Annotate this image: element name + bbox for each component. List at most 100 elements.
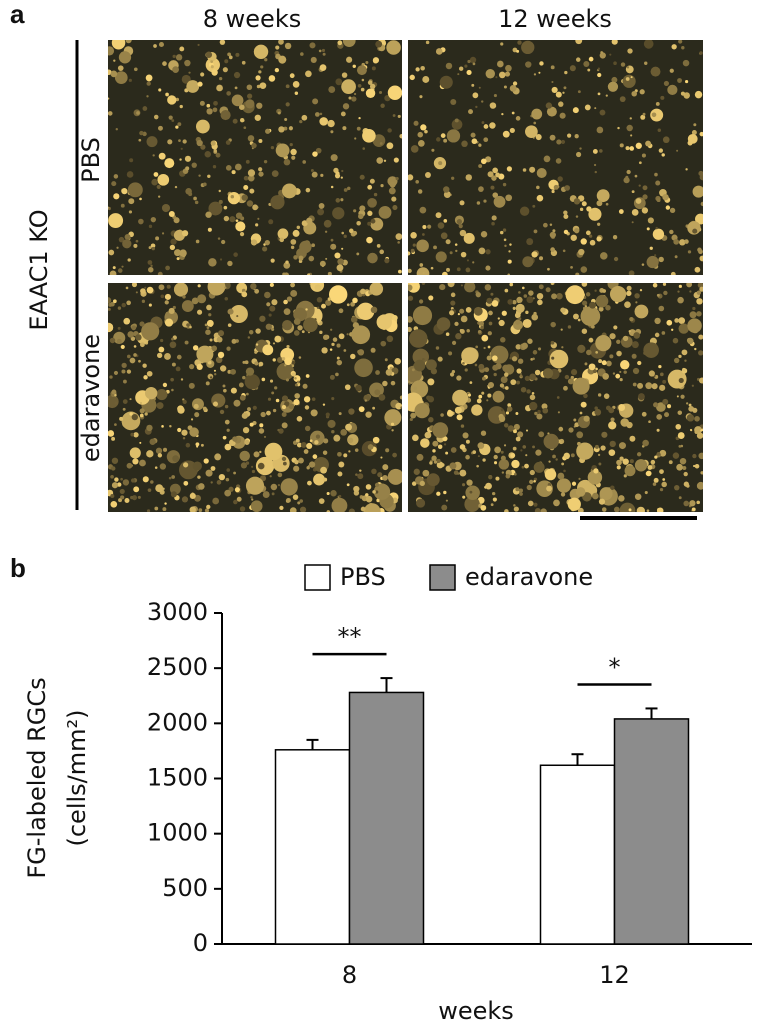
cell: [613, 325, 618, 330]
cell: [449, 251, 453, 255]
cell: [139, 401, 143, 405]
micrograph-cells: [408, 40, 703, 275]
cell: [488, 475, 493, 480]
cell: [598, 498, 606, 505]
cell: [517, 40, 522, 45]
cell: [253, 451, 260, 458]
cell: [477, 455, 480, 458]
cell: [206, 304, 212, 311]
cell: [616, 465, 621, 470]
cell: [257, 217, 260, 220]
cell: [341, 247, 344, 250]
cell: [478, 363, 485, 370]
cell: [337, 451, 342, 457]
cell: [277, 428, 280, 432]
cell: [161, 425, 164, 428]
cell: [657, 128, 662, 132]
cell: [515, 303, 525, 313]
cell: [269, 283, 274, 287]
cell: [338, 308, 344, 314]
cell: [243, 175, 249, 181]
cell: [350, 301, 355, 307]
cell: [694, 463, 700, 469]
cell: [220, 365, 227, 372]
cell: [428, 295, 434, 301]
cell: [264, 291, 271, 299]
cell: [630, 134, 633, 137]
cell: [329, 348, 333, 351]
cell: [490, 503, 494, 507]
cell: [699, 255, 703, 262]
cell: [695, 213, 703, 225]
cell: [223, 215, 230, 222]
cell: [300, 52, 304, 56]
cell: [567, 325, 572, 329]
cell: [306, 466, 310, 470]
cell: [438, 161, 443, 166]
row-label: PBS: [77, 137, 105, 183]
cell: [144, 286, 147, 289]
cell: [596, 189, 610, 203]
cell: [522, 319, 532, 328]
cell: [559, 112, 566, 119]
cell: [274, 67, 280, 73]
cell: [241, 412, 248, 419]
cell: [282, 319, 293, 331]
cell: [484, 284, 492, 291]
cell: [130, 495, 134, 500]
cell: [223, 205, 228, 210]
cell: [623, 370, 627, 374]
cell: [694, 426, 702, 434]
cell: [290, 290, 298, 297]
cell: [176, 257, 180, 261]
cell: [382, 464, 389, 471]
cell: [525, 454, 528, 457]
cell: [283, 158, 291, 166]
cell: [312, 98, 319, 105]
cell: [124, 233, 131, 240]
cell: [266, 410, 271, 416]
cell: [534, 507, 541, 512]
cell: [146, 370, 153, 377]
cell: [656, 507, 664, 512]
cell: [108, 213, 124, 229]
cell: [609, 354, 614, 359]
cell: [448, 351, 453, 356]
cell: [512, 300, 517, 305]
cell: [454, 118, 459, 123]
cell: [647, 217, 654, 224]
cell: [126, 171, 134, 178]
cell: [417, 140, 425, 147]
cell: [618, 442, 626, 450]
cell: [155, 447, 163, 454]
cell: [337, 471, 343, 477]
cell: [263, 159, 268, 164]
cell: [683, 500, 690, 507]
cell: [182, 399, 187, 404]
cell: [347, 437, 354, 444]
cell: [391, 196, 397, 202]
cell: [289, 507, 297, 512]
cell: [341, 79, 356, 95]
cell: [697, 247, 702, 253]
cell: [379, 142, 383, 145]
cell: [459, 444, 466, 450]
cell: [365, 88, 376, 98]
cell: [682, 367, 686, 372]
cell: [577, 441, 581, 446]
cell: [259, 450, 262, 454]
cell: [678, 444, 682, 448]
cell: [658, 305, 665, 312]
cell: [205, 329, 211, 335]
cell: [687, 337, 694, 345]
cell: [541, 403, 548, 410]
cell: [447, 409, 452, 415]
cell: [599, 149, 603, 153]
cell: [220, 110, 231, 121]
cell: [493, 104, 497, 108]
cell: [354, 358, 373, 378]
cell: [166, 284, 171, 289]
cell: [649, 246, 653, 250]
cell: [478, 394, 483, 399]
cell: [555, 458, 558, 461]
